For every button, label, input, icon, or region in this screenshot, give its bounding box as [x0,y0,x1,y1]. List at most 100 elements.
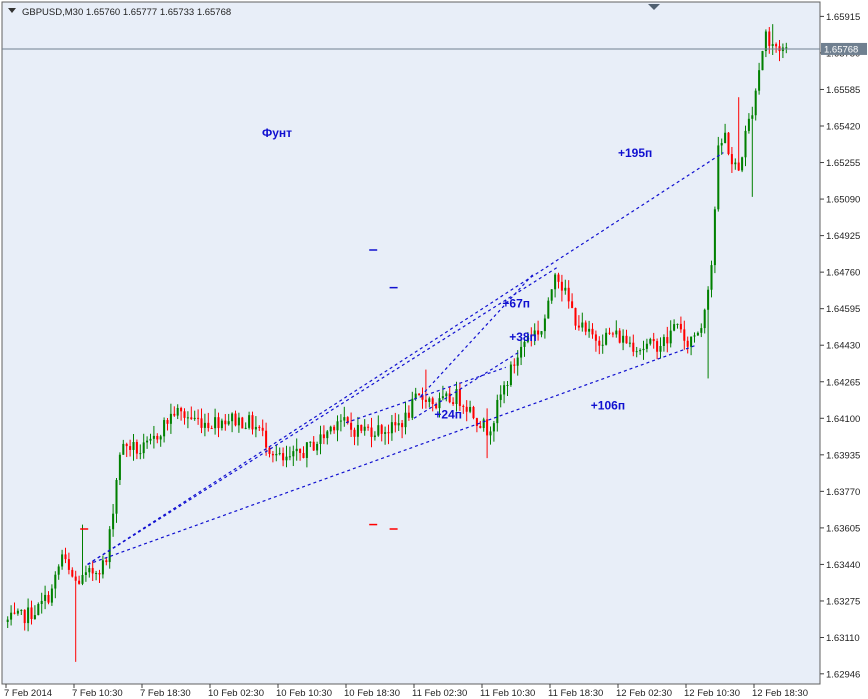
candle [622,335,625,343]
candle [482,419,485,429]
candle [50,588,53,603]
x-tick-label: 11 Feb 02:30 [412,688,467,699]
candle [322,434,325,439]
candle [462,405,465,407]
candle [319,434,322,444]
candle [176,407,179,416]
candle [533,330,536,337]
candle [557,274,560,282]
x-tick-label: 7 Feb 10:30 [72,688,123,699]
candle [125,443,128,447]
y-tick-label: 1.64595 [826,304,860,315]
candle [724,132,727,144]
candle [333,426,336,431]
trend-line[interactable] [345,366,506,424]
x-tick-label: 7 Feb 18:30 [140,688,191,699]
x-tick-label: 10 Feb 02:30 [208,688,264,699]
candle [163,420,166,437]
candle [367,426,370,428]
candle [152,435,155,439]
y-tick-label: 1.65420 [826,122,860,133]
annotations-layer: +195п +67п +38п +24п +106п [434,146,652,421]
chart-shift-icon[interactable] [8,8,16,13]
candle [384,432,387,434]
candle [248,415,251,428]
candle [217,417,220,429]
plot-area [2,2,820,684]
candle [159,436,162,440]
candle [438,398,441,409]
candle [40,600,43,605]
candle [227,421,230,425]
candle [387,432,390,434]
candle [571,301,574,308]
candle [645,343,648,349]
candle [129,446,132,450]
annotation-label: +195п [618,146,652,160]
candles-layer [6,24,788,662]
candle [363,426,366,431]
candle [353,429,356,437]
candle [584,322,587,332]
candle [224,420,227,425]
candle [707,289,710,310]
trend-lines-layer [87,152,724,565]
candle [720,143,723,146]
candle [67,559,70,570]
candle [741,157,744,171]
candle [411,398,414,418]
candle [237,417,240,426]
y-tick-label: 1.64925 [826,231,860,242]
candle [95,573,98,575]
candle [435,404,438,409]
candle [475,418,478,426]
candle [312,441,315,451]
candle [414,393,417,399]
trend-line[interactable] [87,152,724,565]
annotation-label: +106п [591,398,625,412]
candle [520,346,523,358]
candle [203,422,206,428]
candle [554,274,557,290]
candle [380,425,383,434]
y-tick-label: 1.64760 [826,268,860,279]
candle [64,554,67,560]
candle [489,431,492,436]
candle [479,425,482,429]
y-tick-label: 1.63935 [826,450,860,461]
candle [737,162,740,171]
candle [659,345,662,352]
candle [288,456,291,458]
candle [57,566,60,575]
candle [530,335,533,337]
y-tick-label: 1.63440 [826,560,860,571]
y-tick-label: 1.65255 [826,158,860,169]
candle [574,307,577,326]
y-tick-label: 1.64100 [826,414,860,425]
candle [254,426,257,430]
y-tick-label: 1.64430 [826,341,860,352]
candle [350,422,353,430]
candle [751,115,754,119]
candle [54,574,57,589]
candle [241,417,244,429]
candle [299,448,302,453]
candle [71,569,74,577]
price-label-box [821,42,867,55]
candle [577,325,580,328]
price-label: 1.65768 [824,44,858,55]
candle [601,344,604,346]
candle [356,424,359,437]
candle [193,417,196,420]
candle [693,335,696,337]
trend-line[interactable] [413,351,520,419]
y-axis: 1.659151.657501.655851.654201.652551.650… [820,12,860,680]
candle [149,438,152,441]
candle [431,398,434,405]
trend-line[interactable] [87,267,558,565]
candle [98,573,101,575]
candle [118,454,121,480]
candle [6,619,9,622]
scroll-marker-icon[interactable] [648,4,660,10]
